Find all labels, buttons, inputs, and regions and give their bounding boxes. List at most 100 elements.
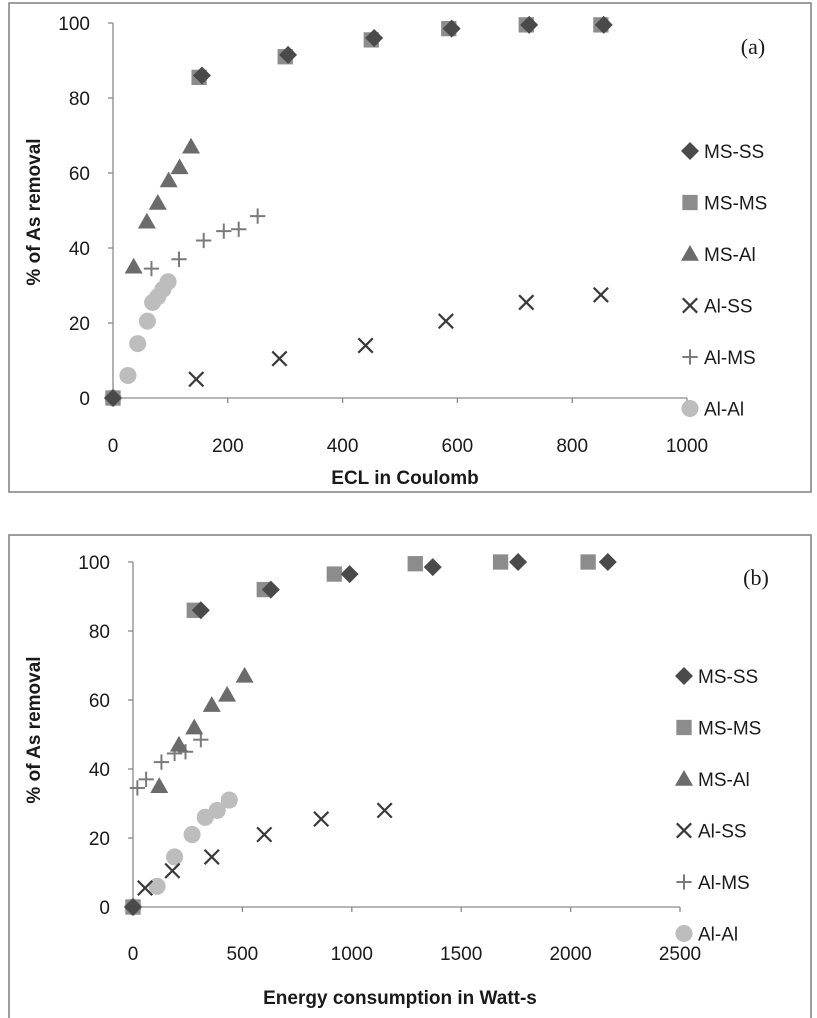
y-tick-label: 100: [78, 553, 110, 574]
data-point: [340, 565, 359, 584]
y-tick-label: 100: [58, 14, 90, 35]
data-point: [183, 826, 201, 844]
y-tick-label: 0: [79, 389, 90, 410]
data-point: [520, 15, 539, 34]
x-tick-labels: 0 500 1000 1500 2000 2500: [128, 944, 701, 965]
y-tick-label: 0: [99, 898, 110, 919]
x-axis-title: ECL in Coulomb: [331, 468, 478, 489]
legend-marker: [675, 667, 693, 685]
data-point: [124, 898, 142, 916]
data-point: [598, 553, 617, 571]
series-al-ms: [143, 208, 266, 277]
legend-item: MS-Al: [681, 245, 756, 266]
series-ms-ss: [104, 15, 613, 407]
data-point: [492, 554, 509, 570]
x-tick-label: 0: [128, 944, 139, 965]
panel-label: (a): [741, 34, 765, 59]
y-axis-title: % of As removal: [24, 138, 45, 285]
legend-marker: [676, 719, 692, 736]
data-point: [153, 754, 170, 770]
data-point: [185, 718, 204, 735]
legend-label: Al-MS: [704, 348, 756, 369]
legend-label: Al-MS: [698, 873, 750, 894]
legend-label: Al-SS: [698, 822, 747, 843]
data-point: [249, 208, 266, 224]
legend-item: MS-SS: [675, 667, 758, 688]
panel-b: (b) 0 20 40 60 80 100 0 500 1000 1500 2000 2500 En…: [24, 553, 769, 1009]
legend-item: Al-MS: [682, 348, 756, 369]
panel-a: (a) 0 20 40 60 80 100 0 200 400 600 800 1000 ECL i…: [24, 14, 767, 489]
data-point: [407, 556, 423, 572]
data-point: [129, 335, 147, 353]
data-point: [442, 19, 461, 38]
y-tick-label: 60: [69, 164, 90, 185]
series-al-al: [104, 273, 177, 407]
x-tick-label: 1500: [440, 944, 482, 965]
legend-item: MS-MS: [682, 194, 767, 215]
y-tick-label: 80: [69, 89, 90, 110]
data-point: [193, 732, 209, 748]
data-point: [196, 232, 212, 249]
series-ms-ms: [105, 17, 609, 406]
data-points: [104, 15, 613, 407]
legend-marker: [676, 874, 692, 890]
data-point: [191, 601, 210, 620]
legend: MS-SS MS-MS MS-Al Al-SS Al-MS Al-Al: [681, 142, 767, 421]
data-point: [182, 137, 201, 154]
x-tick-label: 500: [227, 944, 259, 965]
legend-marker: [682, 297, 698, 314]
y-axis-title: % of As removal: [24, 656, 45, 803]
data-point: [192, 66, 211, 85]
data-point: [220, 791, 238, 809]
data-point: [313, 811, 330, 828]
legend-marker: [675, 924, 693, 943]
x-tick-label: 800: [556, 436, 588, 457]
data-point: [218, 685, 237, 702]
legend-item: MS-SS: [681, 142, 764, 163]
series-al-ss: [188, 286, 609, 388]
y-tick-labels: 0 20 40 60 80 100: [78, 553, 110, 919]
x-tick-label: 2500: [659, 944, 701, 965]
legend-item: MS-Al: [675, 770, 750, 791]
series-al-al: [124, 791, 238, 916]
data-point: [231, 221, 247, 237]
series-ms-ss: [124, 553, 617, 916]
legend: MS-SS MS-MS MS-Al Al-SS Al-MS Al-Al: [675, 667, 761, 946]
data-point: [235, 666, 254, 683]
data-point: [138, 771, 154, 787]
legend-item: Al-MS: [676, 873, 750, 894]
panel-a-frame: [8, 2, 812, 493]
legend-label: MS-MS: [698, 719, 761, 740]
axes: [128, 561, 681, 912]
data-point: [137, 880, 154, 897]
data-point: [150, 777, 169, 793]
panel-b-frame: [8, 534, 812, 1018]
x-tick-labels: 0 200 400 600 800 1000: [108, 436, 708, 457]
data-point: [203, 848, 220, 865]
legend-marker: [681, 399, 699, 418]
data-point: [202, 696, 221, 712]
data-point: [357, 337, 374, 354]
legend-label: MS-SS: [698, 667, 758, 688]
data-point: [365, 29, 384, 47]
data-point: [164, 862, 181, 879]
data-point: [171, 251, 187, 267]
y-tick-label: 60: [89, 691, 110, 712]
data-point: [129, 780, 146, 796]
data-point: [437, 313, 454, 330]
legend-marker: [682, 349, 698, 365]
data-point: [124, 257, 143, 274]
data-point: [159, 171, 178, 188]
series-ms-al: [124, 137, 201, 274]
legend-label: Al-Al: [704, 400, 744, 421]
legend-label: Al-SS: [704, 297, 753, 318]
data-point: [518, 294, 535, 311]
legend-item: Al-Al: [675, 925, 738, 946]
data-point: [169, 735, 188, 752]
data-point: [376, 802, 393, 819]
data-point: [594, 15, 613, 34]
data-point: [137, 212, 156, 229]
data-point: [256, 826, 273, 843]
y-tick-label: 40: [89, 760, 110, 781]
